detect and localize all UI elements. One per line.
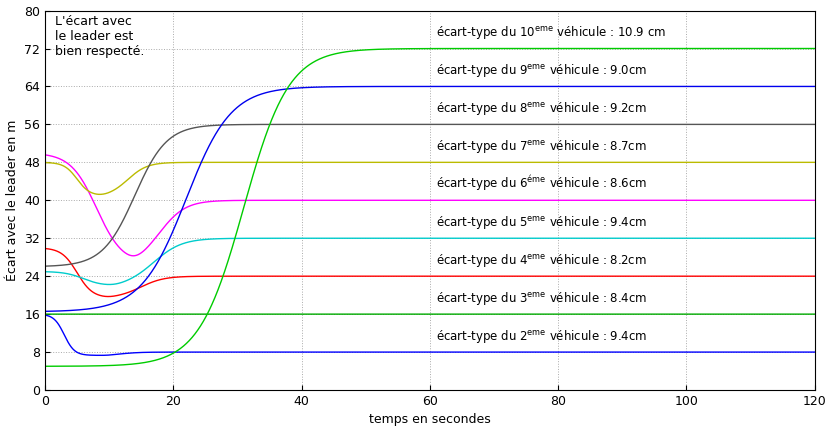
Text: écart-type du 5$^{\mathregular{eme}}$ véhicule : 9.4cm: écart-type du 5$^{\mathregular{eme}}$ vé…: [436, 214, 647, 231]
Y-axis label: Écart avec le leader en m: Écart avec le leader en m: [6, 120, 18, 281]
Text: écart-type du 3$^{\mathregular{eme}}$ véhicule : 8.4cm: écart-type du 3$^{\mathregular{eme}}$ vé…: [436, 290, 647, 307]
Text: L'écart avec
le leader est
bien respecté.: L'écart avec le leader est bien respecté…: [55, 15, 144, 58]
Text: écart-type du 8$^{\mathregular{eme}}$ véhicule : 9.2cm: écart-type du 8$^{\mathregular{eme}}$ vé…: [436, 100, 647, 117]
Text: écart-type du 7$^{\mathregular{eme}}$ véhicule : 8.7cm: écart-type du 7$^{\mathregular{eme}}$ vé…: [436, 138, 646, 155]
Text: écart-type du 2$^{\mathregular{eme}}$ véhicule : 9.4cm: écart-type du 2$^{\mathregular{eme}}$ vé…: [436, 328, 647, 345]
X-axis label: temps en secondes: temps en secondes: [369, 413, 491, 426]
Text: écart-type du 4$^{\mathregular{eme}}$ véhicule : 8.2cm: écart-type du 4$^{\mathregular{eme}}$ vé…: [436, 252, 647, 269]
Text: écart-type du 10$^{\mathregular{eme}}$ véhicule : 10.9 cm: écart-type du 10$^{\mathregular{eme}}$ v…: [436, 24, 666, 41]
Text: écart-type du 6$^{\mathregular{éme}}$ véhicule : 8.6cm: écart-type du 6$^{\mathregular{éme}}$ vé…: [436, 173, 647, 193]
Text: écart-type du 9$^{\mathregular{eme}}$ véhicule : 9.0cm: écart-type du 9$^{\mathregular{eme}}$ vé…: [436, 62, 647, 79]
